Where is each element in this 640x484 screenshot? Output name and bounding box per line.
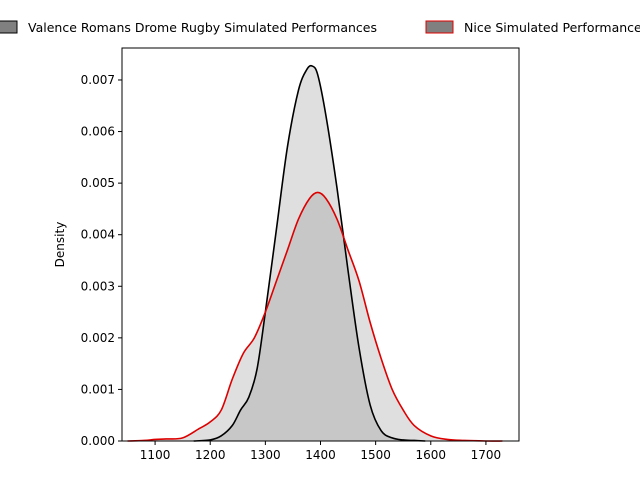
legend-swatch-series-2 <box>425 20 454 34</box>
y-tick-label: 0.006 <box>81 125 115 139</box>
y-tick-label: 0.003 <box>81 279 115 293</box>
legend: Valence Romans Drome Rugby Simulated Per… <box>0 20 640 35</box>
x-tick-label: 1600 <box>416 448 447 462</box>
y-tick-label: 0.000 <box>81 434 115 448</box>
x-tick-label: 1400 <box>305 448 336 462</box>
y-tick-label: 0.001 <box>81 382 115 396</box>
density-area-series-1 <box>193 65 426 441</box>
legend-swatch-series-1 <box>0 20 18 34</box>
y-tick-label: 0.005 <box>81 176 115 190</box>
x-tick-label: 1700 <box>471 448 502 462</box>
density-line-series-1 <box>193 64 426 442</box>
y-tick-label: 0.002 <box>81 331 115 345</box>
y-tick-label: 0.007 <box>81 73 115 87</box>
x-tick-label: 1500 <box>360 448 391 462</box>
density-fills <box>127 65 503 442</box>
y-axis-label: Density <box>53 222 67 268</box>
density-area-series-2 <box>127 192 503 442</box>
x-tick-label: 1200 <box>195 448 226 462</box>
legend-label-series-2: Nice Simulated Performances <box>464 20 640 35</box>
x-tick-label: 1100 <box>140 448 171 462</box>
density-line-series-2 <box>127 191 503 442</box>
y-tick-label: 0.004 <box>81 228 115 242</box>
x-tick-label: 1300 <box>250 448 281 462</box>
legend-label-series-1: Valence Romans Drome Rugby Simulated Per… <box>28 20 377 35</box>
y-axis: 0.000 0.001 0.002 0.003 0.004 0.005 0.006 0.007 <box>81 73 122 448</box>
x-axis: 1100 1200 1300 1400 1500 1600 1700 <box>140 441 501 462</box>
density-lines <box>127 64 503 442</box>
